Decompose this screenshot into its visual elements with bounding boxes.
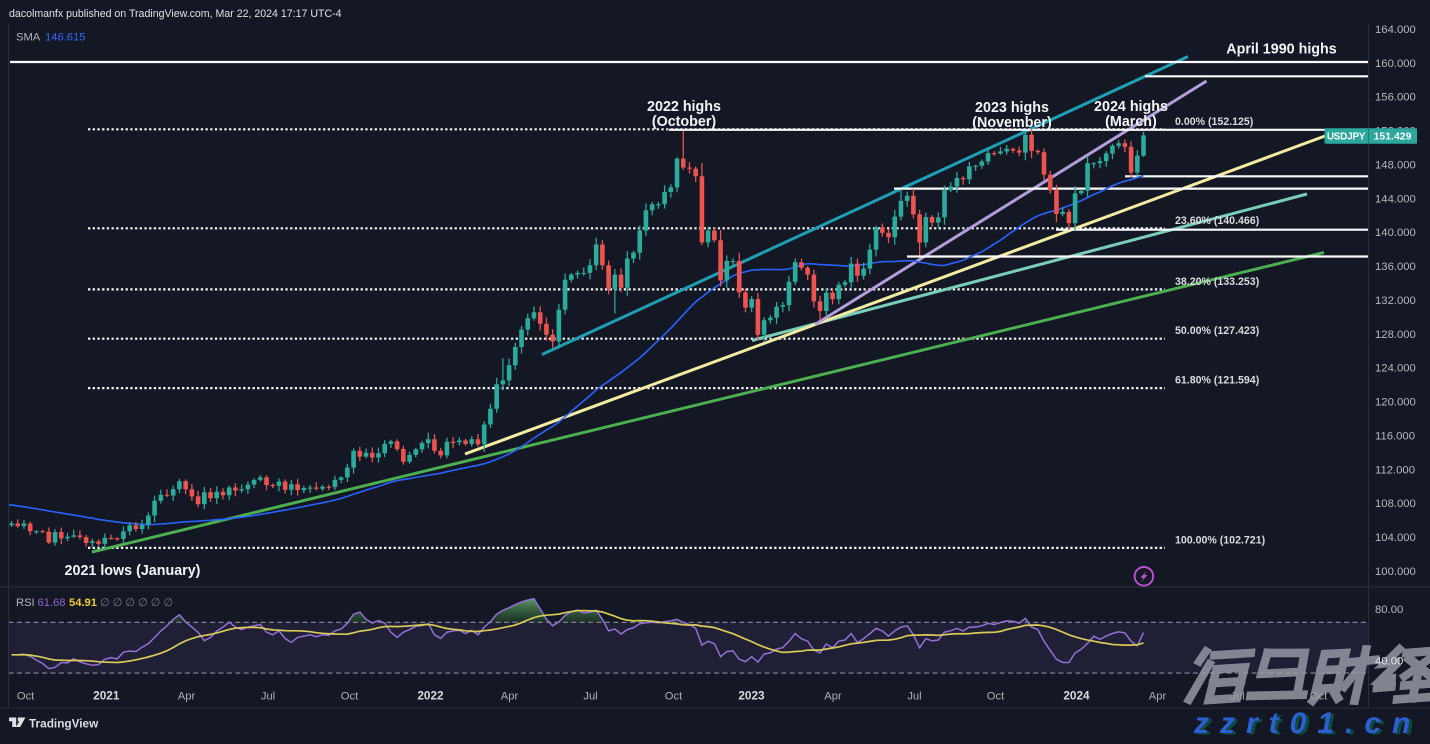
svg-text:(March): (March) (1105, 114, 1157, 130)
svg-text:80.00: 80.00 (1375, 604, 1403, 616)
svg-text:Oct: Oct (17, 691, 35, 703)
svg-text:136.000: 136.000 (1375, 261, 1416, 273)
svg-text:104.000: 104.000 (1375, 532, 1416, 544)
svg-text:Oct: Oct (665, 691, 683, 703)
svg-text:54.91: 54.91 (69, 597, 97, 609)
svg-text:dacolmanfx published on Tradin: dacolmanfx published on TradingView.com,… (9, 8, 342, 20)
svg-text:Oct: Oct (341, 691, 359, 703)
svg-text:(November): (November) (972, 115, 1052, 131)
svg-text:RSI: RSI (16, 597, 35, 609)
svg-text:2024: 2024 (1063, 689, 1090, 703)
svg-text:2023: 2023 (738, 689, 765, 703)
svg-text:TradingView: TradingView (29, 717, 99, 731)
svg-text:108.000: 108.000 (1375, 498, 1416, 510)
svg-text:151.429: 151.429 (1374, 131, 1412, 143)
svg-text:160.000: 160.000 (1375, 58, 1416, 70)
svg-text:(October): (October) (652, 114, 717, 130)
svg-text:Apr: Apr (178, 691, 196, 703)
svg-text:112.000: 112.000 (1375, 464, 1415, 476)
svg-text:Apr: Apr (1149, 691, 1167, 703)
svg-text:April 1990 highs: April 1990 highs (1226, 42, 1336, 58)
svg-text:zzrt01.cn: zzrt01.cn (1193, 707, 1421, 739)
svg-text:2023 highs: 2023 highs (975, 100, 1049, 116)
svg-text:Apr: Apr (501, 691, 519, 703)
svg-text:164.000: 164.000 (1375, 24, 1416, 36)
svg-text:50.00% (127.423): 50.00% (127.423) (1175, 325, 1259, 337)
svg-text:USDJPY: USDJPY (1327, 132, 1366, 143)
svg-text:Apr: Apr (824, 691, 842, 703)
svg-text:120.000: 120.000 (1375, 397, 1416, 409)
svg-text:2022 highs: 2022 highs (647, 99, 721, 115)
svg-text:∅: ∅ (151, 597, 161, 609)
svg-text:140.000: 140.000 (1375, 227, 1416, 239)
svg-text:zzrt01.cn: zzrt01.cn (1196, 709, 1424, 740)
svg-text:2024 highs: 2024 highs (1094, 99, 1168, 115)
svg-text:146.615: 146.615 (45, 32, 85, 44)
svg-text:Jul: Jul (907, 691, 921, 703)
svg-text:100.000: 100.000 (1375, 566, 1416, 578)
svg-text:148.000: 148.000 (1375, 160, 1416, 172)
svg-text:Jul: Jul (583, 691, 597, 703)
svg-text:116.000: 116.000 (1375, 431, 1415, 443)
svg-text:0.00% (152.125): 0.00% (152.125) (1175, 116, 1253, 128)
svg-text:2022: 2022 (417, 689, 444, 703)
svg-text:40.00: 40.00 (1375, 656, 1403, 668)
svg-text:100.00% (102.721): 100.00% (102.721) (1175, 534, 1265, 546)
svg-text:124.000: 124.000 (1375, 363, 1416, 375)
svg-text:38.20% (133.253): 38.20% (133.253) (1175, 276, 1259, 288)
svg-text:2021 lows (January): 2021 lows (January) (65, 563, 201, 579)
svg-text:Oct: Oct (987, 691, 1005, 703)
svg-text:144.000: 144.000 (1375, 193, 1416, 205)
svg-text:∅: ∅ (100, 597, 110, 609)
svg-text:∅: ∅ (164, 597, 174, 609)
svg-text:128.000: 128.000 (1375, 329, 1416, 341)
svg-text:∅: ∅ (138, 597, 148, 609)
svg-text:61.68: 61.68 (38, 597, 66, 609)
svg-text:156.000: 156.000 (1375, 92, 1416, 104)
svg-text:SMA: SMA (16, 32, 41, 44)
svg-text:∅: ∅ (125, 597, 135, 609)
svg-text:61.80% (121.594): 61.80% (121.594) (1175, 375, 1259, 387)
svg-text:132.000: 132.000 (1375, 295, 1416, 307)
svg-text:Jul: Jul (261, 691, 275, 703)
svg-text:23.60% (140.466): 23.60% (140.466) (1175, 215, 1259, 227)
svg-text:∅: ∅ (113, 597, 123, 609)
svg-text:2021: 2021 (93, 689, 120, 703)
